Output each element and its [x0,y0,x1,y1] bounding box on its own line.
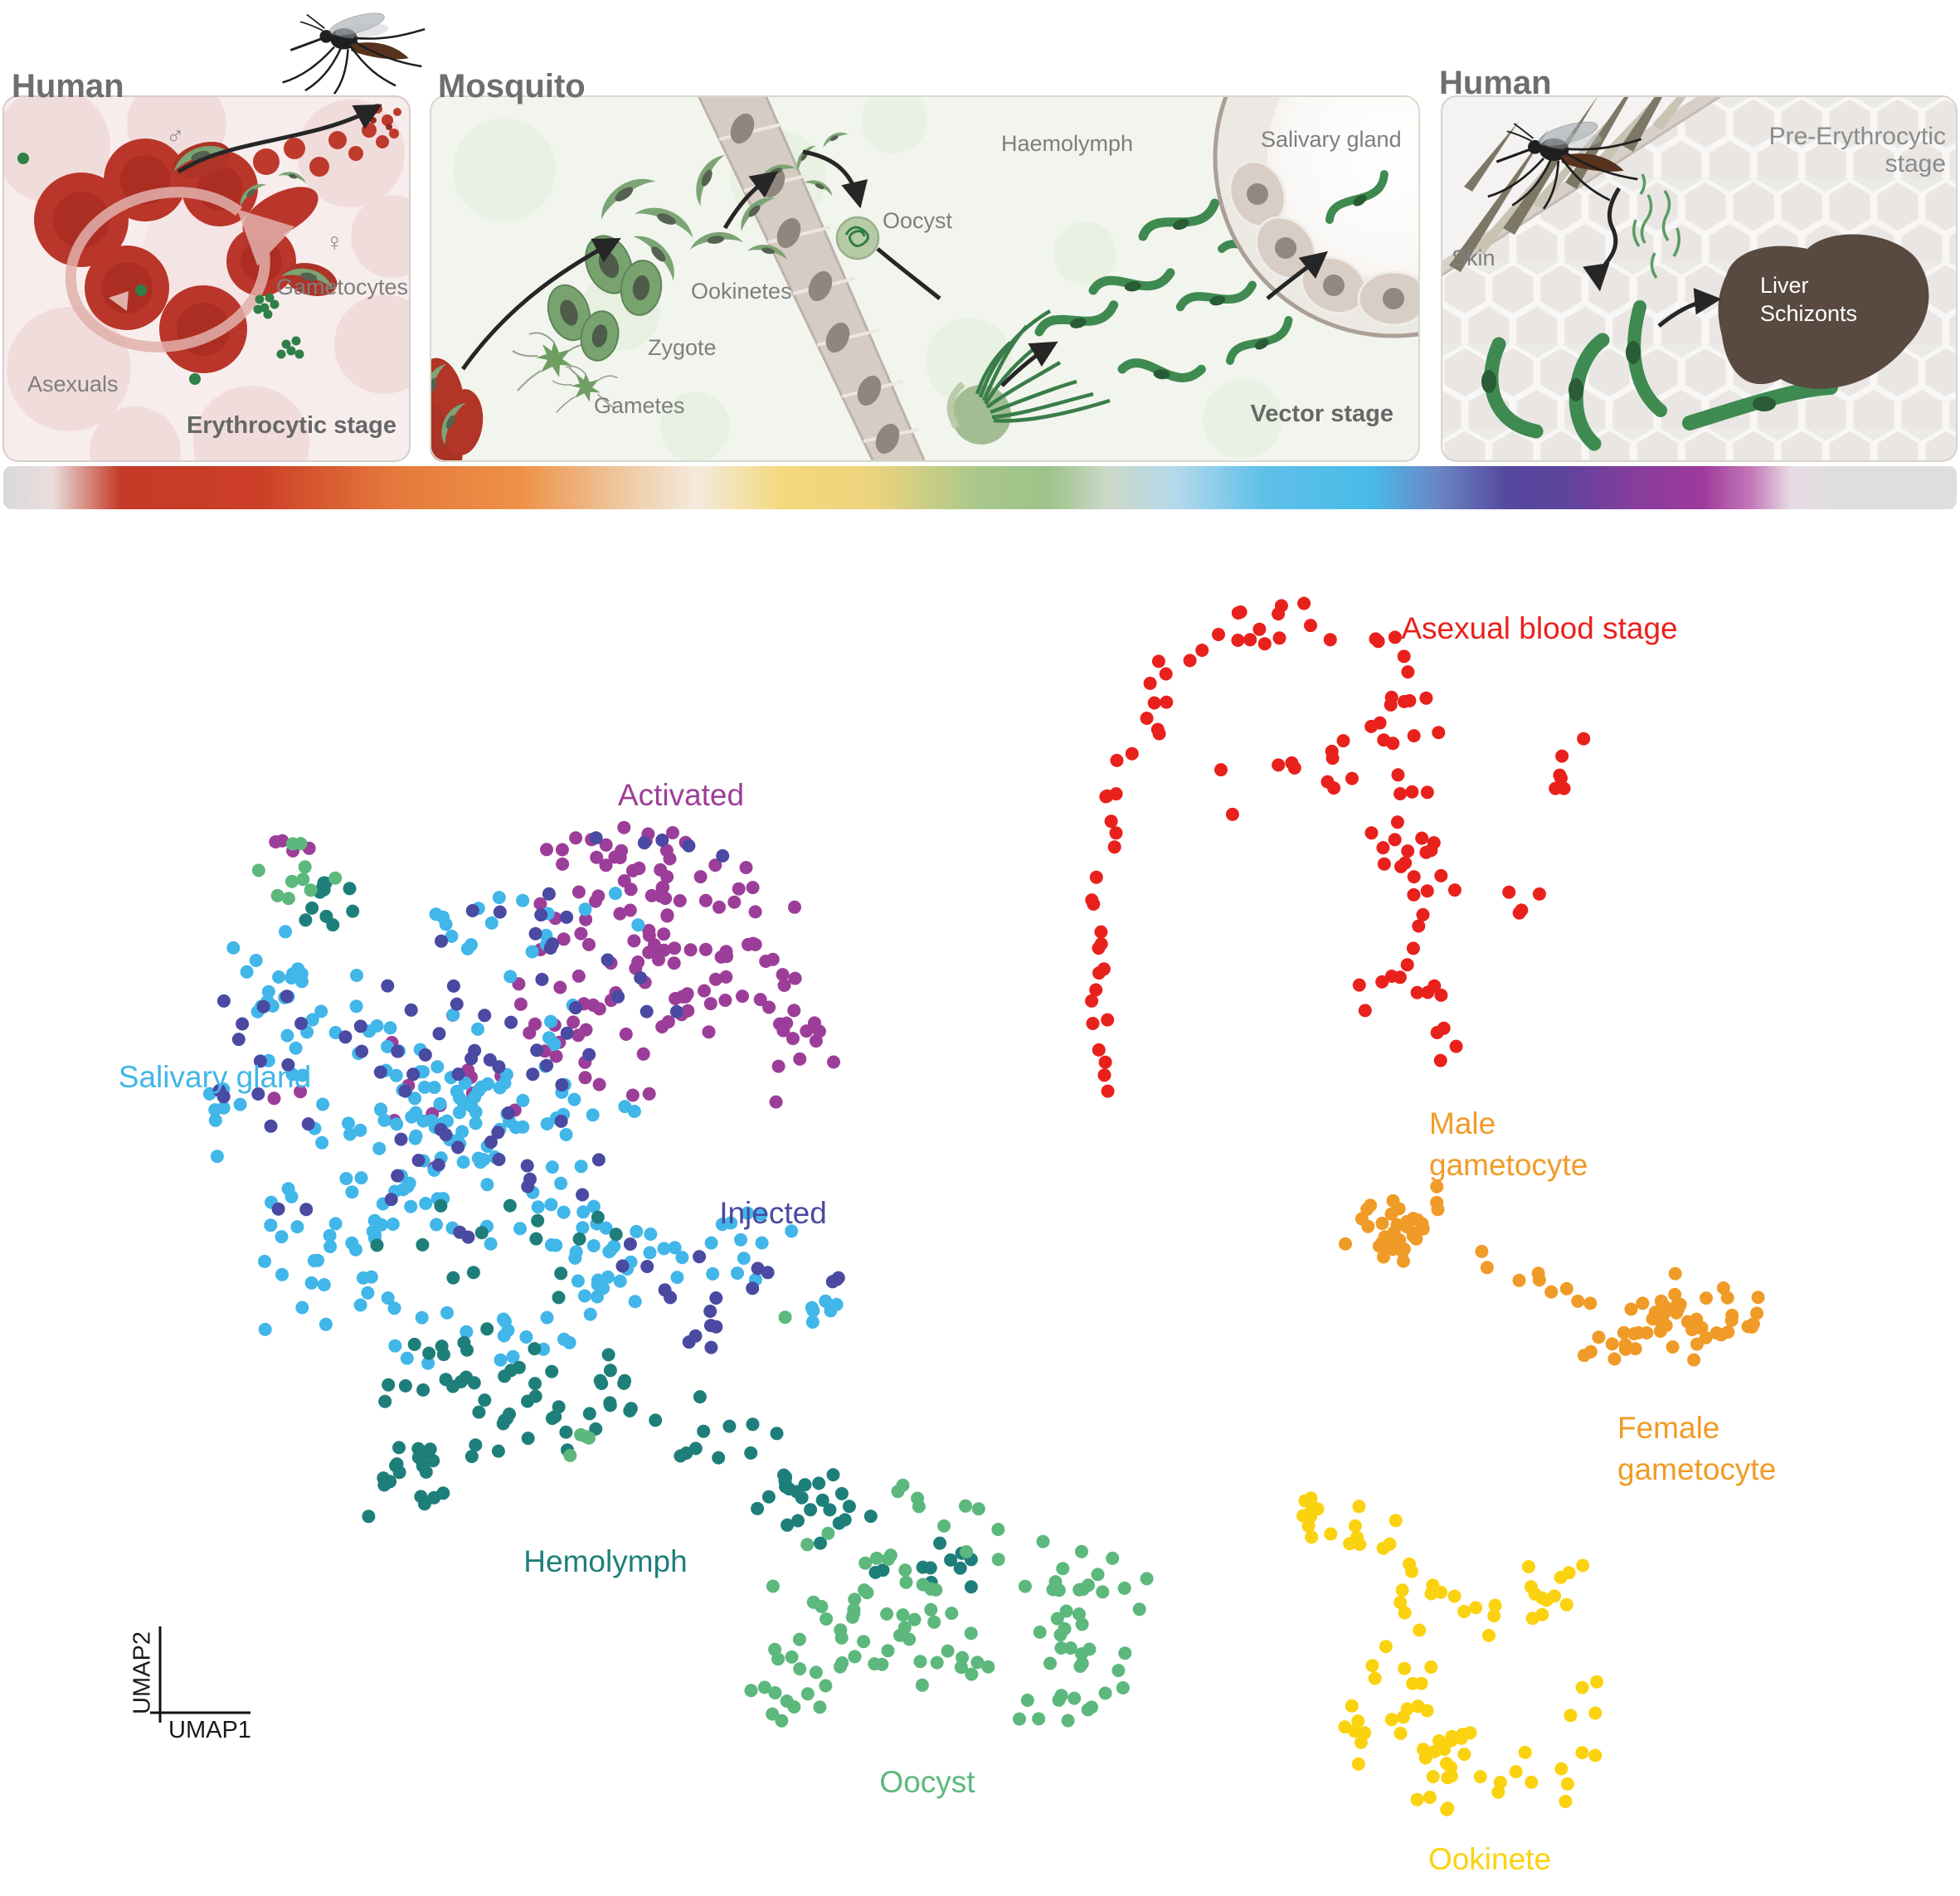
cluster-label-ookinete: Ookinete [1427,1842,1552,1877]
cluster-label-injected: Injected [719,1196,827,1231]
skin-illustration [1441,95,1726,283]
sporozoite-release-illustration [946,309,1111,445]
scatter-points-injected [212,831,845,1354]
label-vector-stage: Vector stage [1250,401,1393,427]
label-zygote: Zygote [648,335,717,360]
symbol-female: ♀ [325,229,344,256]
label-salivary-gland: Salivary gland [1261,127,1402,152]
cluster-label-activated: Activated [617,778,745,813]
cluster-label-female-gametocyte: Female gametocyte [1617,1411,1777,1486]
parasite-dots [17,153,304,385]
stage-gradient-bar [3,466,1957,509]
injected-sporozoite-squiggles [1632,173,1680,280]
scatter-points-asexual-blood-stage [1085,596,1591,1098]
label-gametes: Gametes [594,393,685,418]
label-oocyst: Oocyst [883,208,953,233]
cluster-label-asexual-blood-stage: Asexual blood stage [1401,611,1678,646]
scatter-points-male-gametocyte [1339,1179,1585,1308]
panel-title-human-right: Human [1439,65,1552,101]
cluster-label-oocyst: Oocyst [879,1765,975,1800]
asexual-cycle-loop-arrow [65,187,295,352]
vector-panel-illustration [430,95,1420,462]
pre-erythrocytic-panel-illustration [1441,95,1958,462]
umap-axes [150,1626,250,1723]
scatter-points-hemolymph [299,876,978,1594]
label-gametocytes: Gametocytes [276,275,409,299]
label-asexuals: Asexuals [27,372,119,396]
salivary-gland-illustration [1213,95,1420,338]
label-pre-erythrocytic-stage: Pre-Erythrocytic stage [1768,123,1946,177]
x-axis-label: UMAP1 [168,1717,251,1743]
flow-arrows [460,149,1329,387]
oocyst-illustration [835,216,880,260]
flow-arrows [1583,187,1722,328]
cluster-label-salivary-gland: Salivary gland [118,1060,312,1095]
label-erythrocytic-stage: Erythrocytic stage [186,412,396,439]
erythrocytic-panel-illustration [2,95,411,462]
cluster-label-hemolymph: Hemolymph [523,1544,688,1579]
liver-illustration [1718,234,1929,389]
label-skin: Skin [1452,246,1496,270]
panel-title-human-left: Human [12,68,124,105]
scatter-points-ookinete [1296,1491,1604,1816]
label-liver-schizonts: Liver Schizonts [1760,273,1858,326]
asexual-cycle-rbc-cluster [34,139,319,373]
symbol-male: ♂ [166,123,185,150]
scatter-points-salivary-gland [202,887,844,1370]
skin-sporozoites [1481,300,1838,451]
scatter-points-female-gametocyte [1532,1266,1765,1367]
to-mosquito-arrow [177,104,382,174]
label-haemolymph: Haemolymph [1001,131,1134,156]
y-axis-label: UMAP2 [129,1631,156,1714]
panel-title-mosquito: Mosquito [438,68,586,105]
cluster-label-male-gametocyte: Male gametocyte [1429,1106,1588,1182]
label-ookinetes: Ookinetes [691,279,792,304]
scatter-points-oocyst [251,837,1154,1728]
